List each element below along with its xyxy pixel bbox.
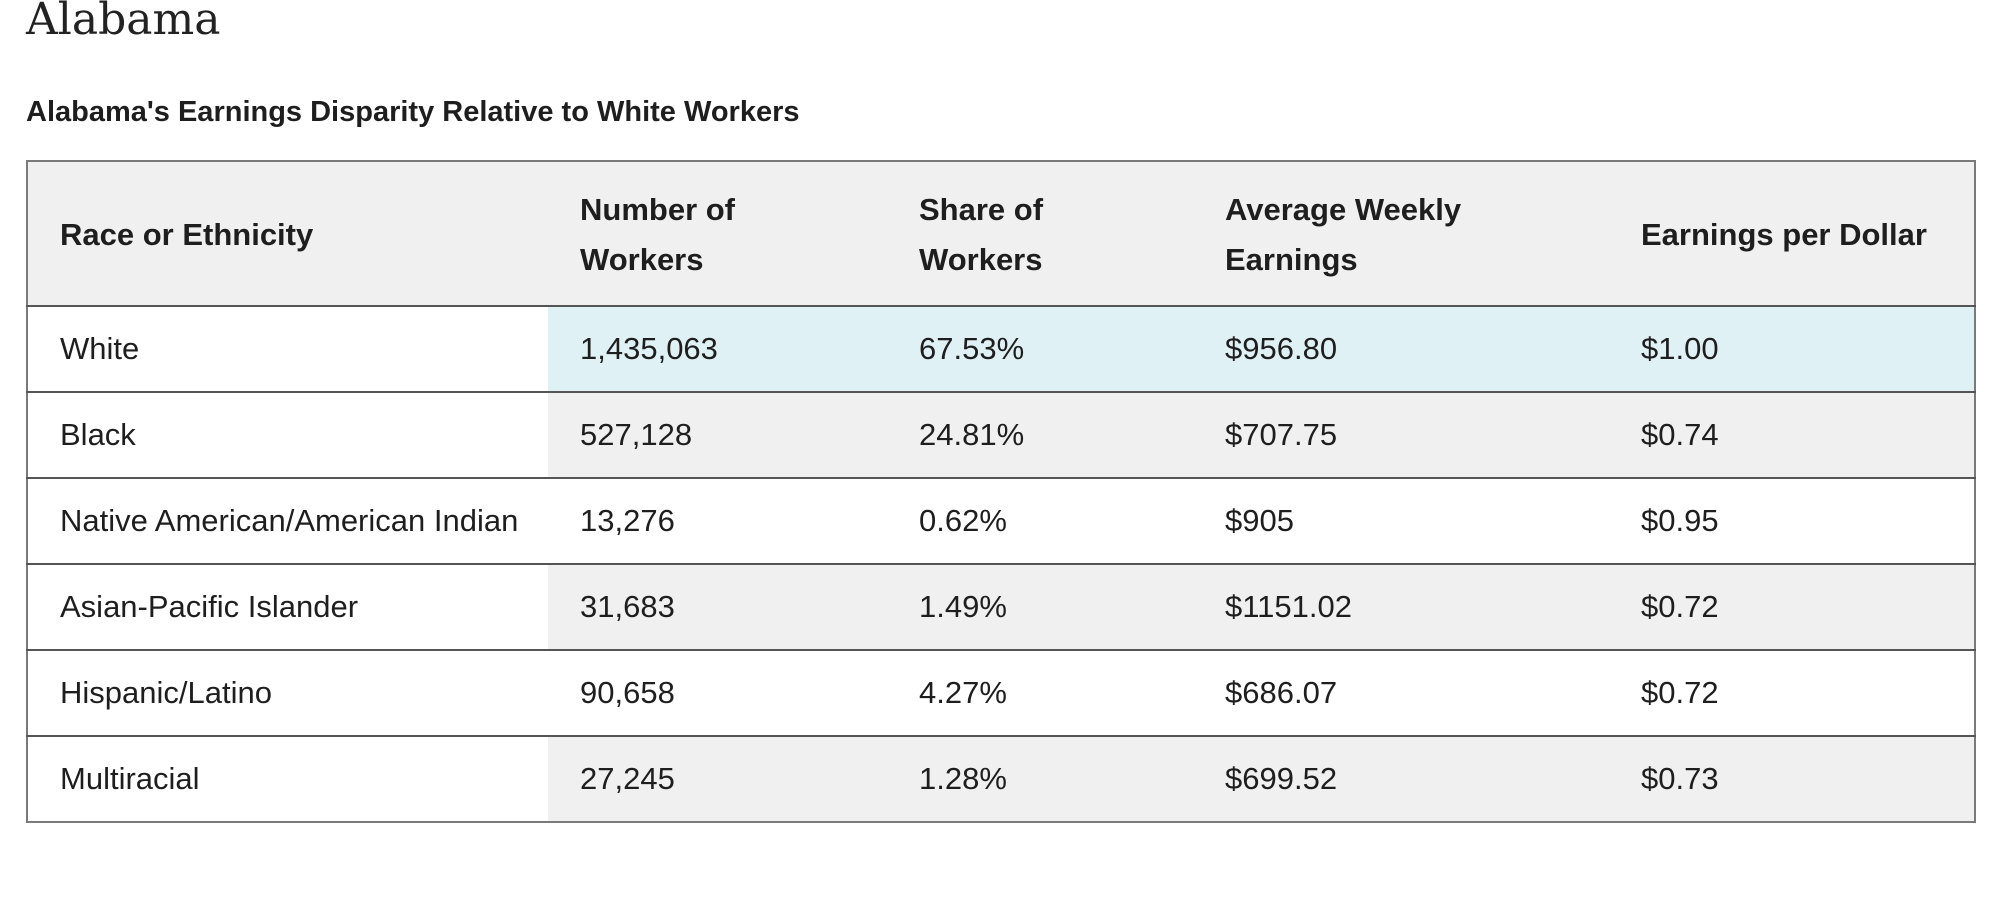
header-race: Race or Ethnicity (27, 161, 548, 306)
cell-earnings-per-dollar: $0.72 (1609, 650, 1975, 736)
cell-weekly-earnings: $1151.02 (1193, 564, 1609, 650)
cell-share: 67.53% (887, 306, 1193, 392)
cell-earnings-per-dollar: $1.00 (1609, 306, 1975, 392)
cell-weekly-earnings: $956.80 (1193, 306, 1609, 392)
table-row: White 1,435,063 67.53% $956.80 $1.00 (27, 306, 1975, 392)
page-title: Alabama (26, 0, 220, 50)
cell-weekly-earnings: $905 (1193, 478, 1609, 564)
header-row: Race or Ethnicity Number of Workers Shar… (27, 161, 1975, 306)
header-number-of-workers: Number of Workers (548, 161, 887, 306)
table-row: Hispanic/Latino 90,658 4.27% $686.07 $0.… (27, 650, 1975, 736)
cell-share: 1.28% (887, 736, 1193, 822)
cell-share: 0.62% (887, 478, 1193, 564)
table-header: Race or Ethnicity Number of Workers Shar… (27, 161, 1975, 306)
header-earnings-per-dollar: Earnings per Dollar (1609, 161, 1975, 306)
table-row: Native American/American Indian 13,276 0… (27, 478, 1975, 564)
table-row: Asian-Pacific Islander 31,683 1.49% $115… (27, 564, 1975, 650)
table-body: White 1,435,063 67.53% $956.80 $1.00 Bla… (27, 306, 1975, 822)
cell-race: Black (27, 392, 548, 478)
cell-race: Asian-Pacific Islander (27, 564, 548, 650)
cell-weekly-earnings: $707.75 (1193, 392, 1609, 478)
table-row: Multiracial 27,245 1.28% $699.52 $0.73 (27, 736, 1975, 822)
header-average-weekly-earnings: Average Weekly Earnings (1193, 161, 1609, 306)
cell-workers: 13,276 (548, 478, 887, 564)
cell-earnings-per-dollar: $0.73 (1609, 736, 1975, 822)
earnings-disparity-table: Race or Ethnicity Number of Workers Shar… (26, 160, 1976, 823)
cell-workers: 90,658 (548, 650, 887, 736)
header-share-of-workers: Share of Workers (887, 161, 1193, 306)
cell-earnings-per-dollar: $0.74 (1609, 392, 1975, 478)
cell-workers: 1,435,063 (548, 306, 887, 392)
cell-workers: 31,683 (548, 564, 887, 650)
cell-share: 1.49% (887, 564, 1193, 650)
cell-race: Multiracial (27, 736, 548, 822)
cell-earnings-per-dollar: $0.72 (1609, 564, 1975, 650)
cell-workers: 27,245 (548, 736, 887, 822)
cell-earnings-per-dollar: $0.95 (1609, 478, 1975, 564)
cell-workers: 527,128 (548, 392, 887, 478)
cell-weekly-earnings: $686.07 (1193, 650, 1609, 736)
cell-race: Hispanic/Latino (27, 650, 548, 736)
cell-share: 24.81% (887, 392, 1193, 478)
cell-race: Native American/American Indian (27, 478, 548, 564)
cell-race: White (27, 306, 548, 392)
cell-share: 4.27% (887, 650, 1193, 736)
table-row: Black 527,128 24.81% $707.75 $0.74 (27, 392, 1975, 478)
table-caption: Alabama's Earnings Disparity Relative to… (26, 92, 799, 132)
cell-weekly-earnings: $699.52 (1193, 736, 1609, 822)
